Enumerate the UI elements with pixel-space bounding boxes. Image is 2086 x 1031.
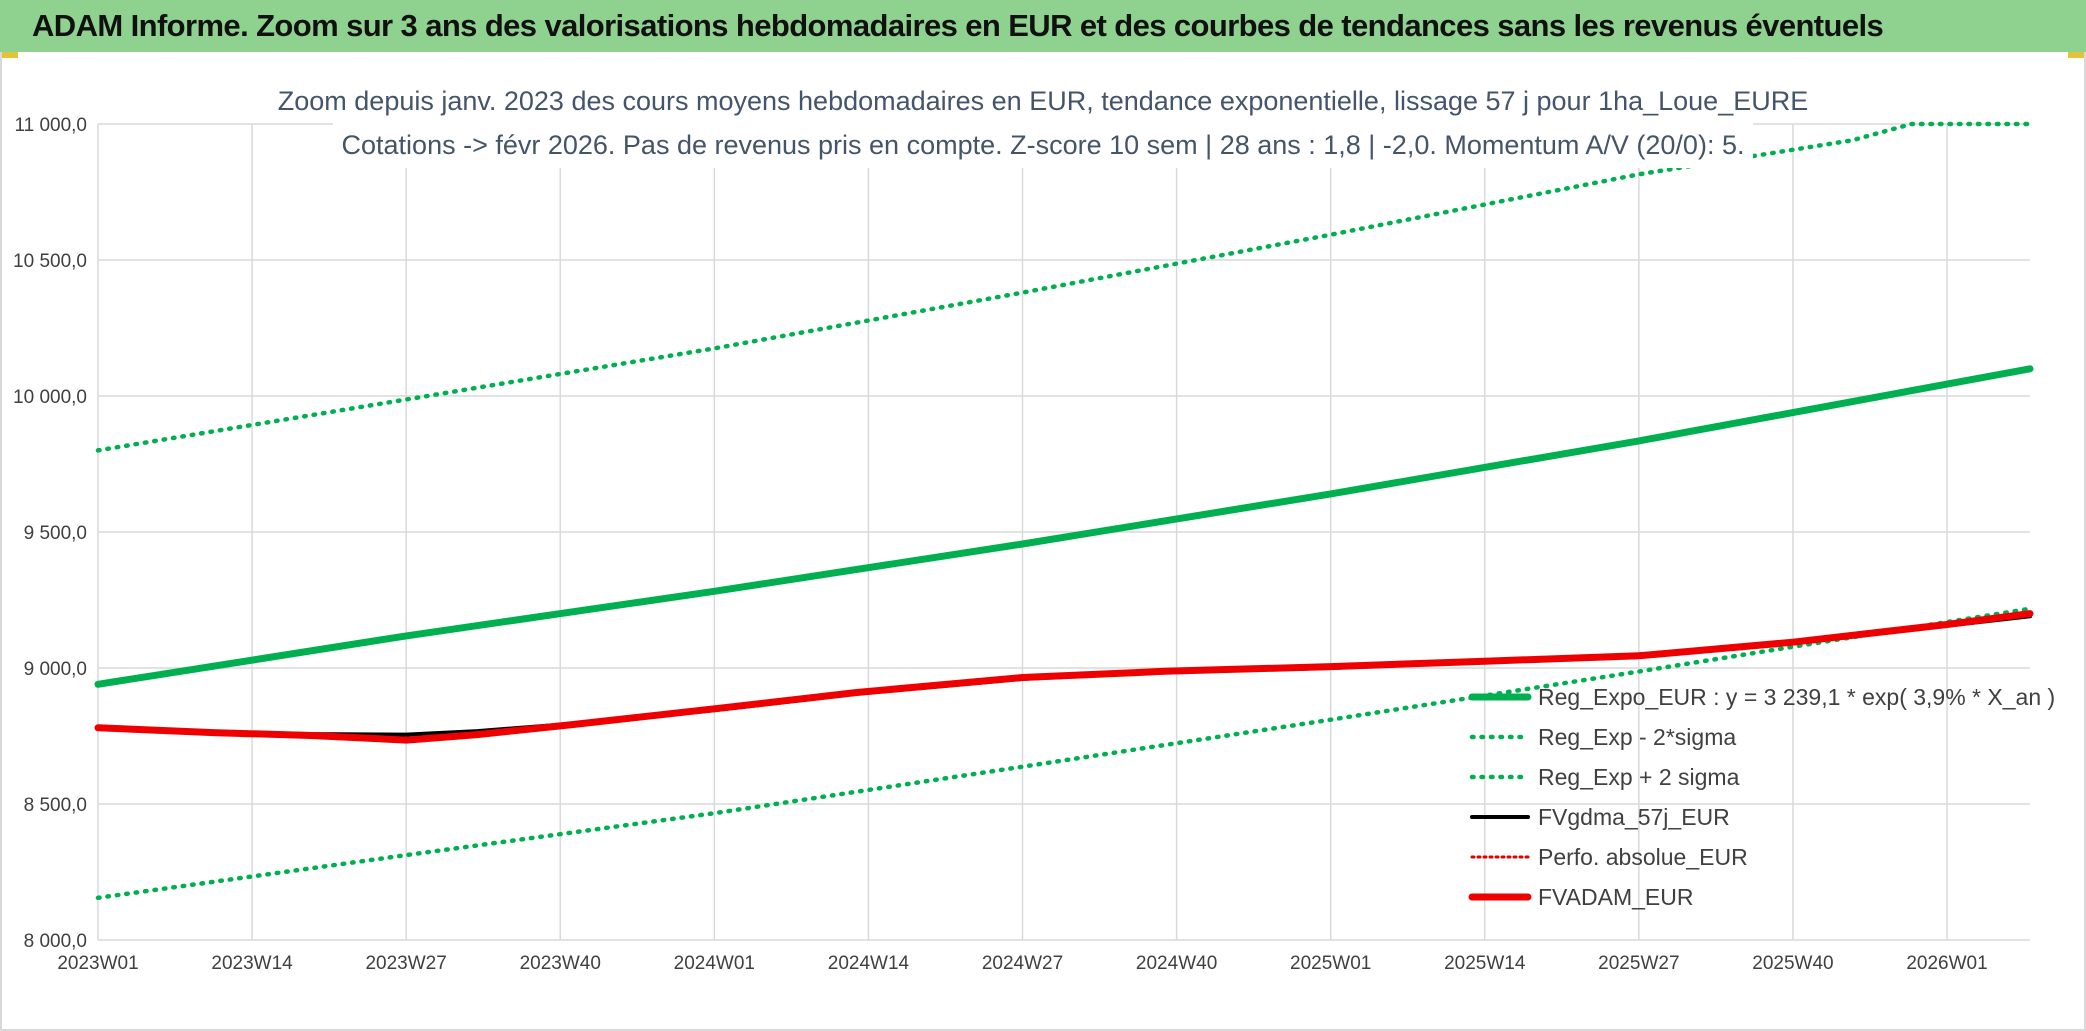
chart-title-line2: Cotations -> févr 2026. Pas de revenus p… bbox=[342, 130, 1745, 160]
gridlines bbox=[97, 123, 2030, 941]
series-line-fvadam-eur bbox=[94, 610, 2034, 744]
series-group bbox=[94, 121, 2034, 901]
x-tick-label: 2024W27 bbox=[982, 953, 1063, 974]
y-tick-label: 8 000,0 bbox=[24, 931, 87, 952]
title-background bbox=[333, 78, 1753, 168]
x-tick-label: 2024W40 bbox=[1136, 953, 1217, 974]
series-line-reg-exp bbox=[95, 121, 2033, 453]
banner-corner-right bbox=[2068, 52, 2086, 58]
series-line-reg-expo-eur bbox=[94, 365, 2034, 688]
y-tick-label: 10 000,0 bbox=[13, 387, 87, 408]
x-tick-label: 2025W40 bbox=[1752, 953, 1833, 974]
x-tick-label: 2023W27 bbox=[365, 953, 446, 974]
legend-label: FVADAM_EUR bbox=[1538, 884, 1694, 910]
x-tick-label: 2023W14 bbox=[211, 953, 293, 974]
x-tick-label: 2023W40 bbox=[520, 953, 601, 974]
y-tick-label: 9 500,0 bbox=[24, 523, 87, 544]
x-tick-label: 2023W01 bbox=[57, 953, 138, 974]
x-tick-label: 2026W01 bbox=[1906, 953, 1987, 974]
x-tick-label: 2024W14 bbox=[828, 953, 910, 974]
y-axis: 8 000,0 8 500,0 9 000,0 9 500,0 10 000,0 10 5… bbox=[13, 115, 87, 952]
banner-corner-left bbox=[0, 52, 18, 58]
legend-label: FVgdma_57j_EUR bbox=[1538, 804, 1730, 830]
y-tick-label: 9 000,0 bbox=[24, 659, 87, 680]
x-tick-label: 2024W01 bbox=[674, 953, 755, 974]
x-axis: 2023W01 2023W14 2023W27 2023W40 2024W01 2024W… bbox=[57, 953, 1987, 974]
x-tick-label: 2025W14 bbox=[1444, 953, 1526, 974]
legend-label: Reg_Expo_EUR : y = 3 239,1 * exp( 3,9% *… bbox=[1538, 684, 2055, 710]
chart-title-line1: Zoom depuis janv. 2023 des cours moyens … bbox=[278, 86, 1808, 116]
legend-label: Reg_Exp - 2*sigma bbox=[1538, 724, 1736, 750]
legend-label: Perfo. absolue_EUR bbox=[1538, 844, 1748, 870]
legend: Reg_Expo_EUR : y = 3 239,1 * exp( 3,9% *… bbox=[1468, 684, 2055, 910]
series-line-reg-exp bbox=[95, 606, 2033, 901]
y-tick-label: 10 500,0 bbox=[13, 251, 87, 272]
x-tick-label: 2025W01 bbox=[1290, 953, 1371, 974]
x-tick-label: 2025W27 bbox=[1598, 953, 1679, 974]
banner-title: ADAM Informe. Zoom sur 3 ans des valoris… bbox=[32, 8, 1884, 43]
y-tick-label: 8 500,0 bbox=[24, 795, 87, 816]
y-tick-label: 11 000,0 bbox=[14, 115, 87, 136]
chart-frame bbox=[0, 52, 2086, 1031]
banner: ADAM Informe. Zoom sur 3 ans des valoris… bbox=[0, 0, 2086, 52]
legend-label: Reg_Exp + 2 sigma bbox=[1538, 764, 1740, 790]
